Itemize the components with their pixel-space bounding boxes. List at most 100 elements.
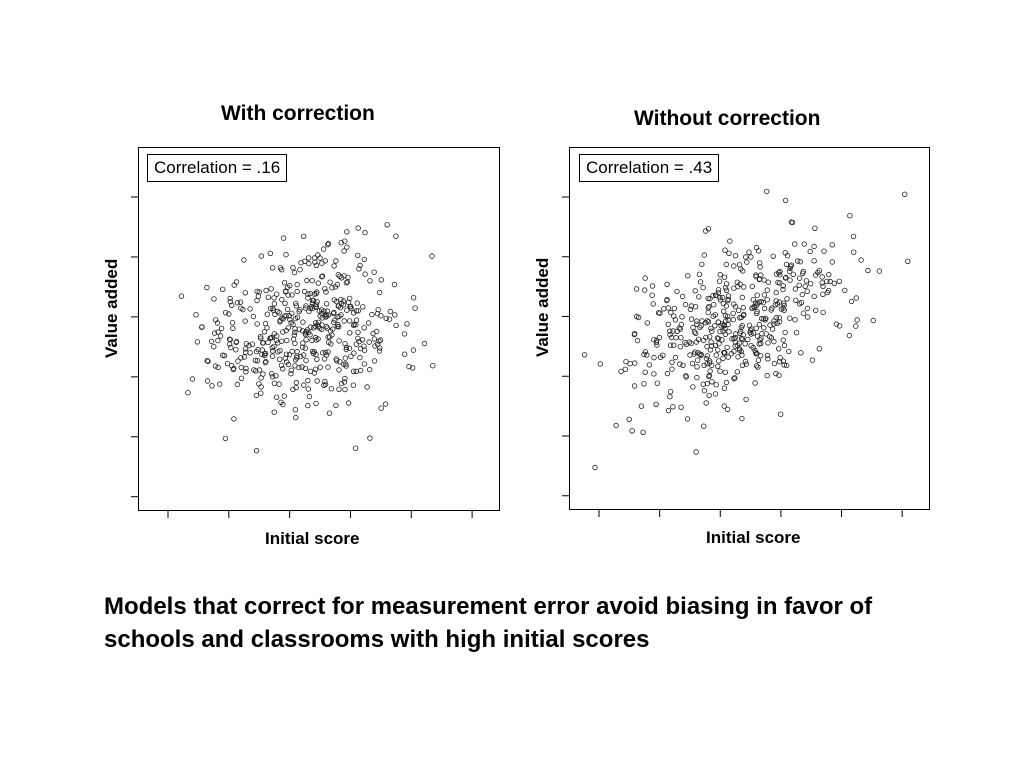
data-point-right xyxy=(724,406,731,413)
data-point-right xyxy=(709,379,715,385)
data-point-right xyxy=(748,342,754,349)
data-point-right xyxy=(638,403,645,409)
correlation-label-right: Correlation = .43 xyxy=(579,154,720,182)
data-point-left xyxy=(371,336,378,342)
data-point-left xyxy=(238,364,244,371)
data-point-left xyxy=(233,279,240,285)
data-point-right xyxy=(754,308,760,315)
data-point-right xyxy=(809,357,816,363)
data-point-right xyxy=(767,333,773,340)
data-point-left xyxy=(333,258,339,264)
data-point-left xyxy=(343,280,350,286)
data-point-left xyxy=(292,340,298,347)
data-point-right xyxy=(760,299,766,306)
data-point-right xyxy=(761,277,767,283)
data-point-right xyxy=(787,315,793,321)
data-point-right xyxy=(708,362,715,369)
data-point-left xyxy=(294,348,300,355)
data-point-left xyxy=(309,297,316,303)
data-point-right xyxy=(679,293,686,300)
data-point-right xyxy=(667,328,673,334)
data-point-left xyxy=(374,341,381,347)
data-point-left xyxy=(294,281,300,288)
data-point-right xyxy=(776,319,783,325)
data-point-left xyxy=(330,326,336,332)
data-point-right xyxy=(690,384,696,390)
data-point-right xyxy=(667,342,674,348)
data-point-left xyxy=(242,290,248,296)
data-point-right xyxy=(712,391,719,397)
data-point-right xyxy=(742,358,749,365)
data-point-left xyxy=(281,279,288,286)
data-point-left xyxy=(259,351,265,358)
data-point-left xyxy=(276,356,283,362)
data-point-right xyxy=(764,287,770,293)
data-point-right xyxy=(722,325,728,332)
data-point-left xyxy=(289,292,295,298)
data-point-right xyxy=(848,298,855,305)
data-point-right xyxy=(674,288,680,295)
data-point-right xyxy=(767,322,773,328)
data-point-right xyxy=(735,283,741,290)
data-point-right xyxy=(690,324,696,331)
data-point-right xyxy=(726,328,732,335)
data-point-right xyxy=(714,335,721,341)
data-point-right xyxy=(829,242,835,248)
data-point-right xyxy=(688,303,695,309)
data-point-left xyxy=(233,339,239,346)
data-point-left xyxy=(258,253,264,259)
data-point-right xyxy=(622,366,628,372)
data-point-left xyxy=(393,233,399,239)
data-point-right xyxy=(732,375,738,381)
data-point-left xyxy=(267,250,273,256)
data-point-left xyxy=(335,271,341,278)
data-point-right xyxy=(597,361,603,367)
data-point-left xyxy=(289,310,295,316)
data-point-left xyxy=(264,311,270,317)
data-point-right xyxy=(708,339,714,345)
data-point-right xyxy=(674,328,680,334)
data-point-left xyxy=(281,393,287,399)
data-point-left xyxy=(273,291,280,297)
data-point-left xyxy=(324,241,331,248)
data-point-right xyxy=(788,262,795,268)
data-point-right xyxy=(776,299,782,305)
data-point-right xyxy=(750,330,757,336)
data-point-left xyxy=(309,337,315,344)
data-point-right xyxy=(697,279,704,285)
data-point-left xyxy=(344,229,350,235)
data-point-left xyxy=(204,284,210,291)
data-point-right xyxy=(748,331,754,337)
data-point-right xyxy=(713,381,719,388)
data-point-right xyxy=(723,379,730,386)
data-point-left xyxy=(268,370,275,377)
data-point-right xyxy=(846,332,853,339)
data-point-right xyxy=(704,353,710,359)
data-point-right xyxy=(689,360,696,367)
data-point-right xyxy=(765,279,771,285)
data-point-left xyxy=(253,448,260,454)
data-point-left xyxy=(297,353,304,360)
data-point-left xyxy=(376,338,382,344)
data-point-right xyxy=(722,247,728,253)
data-point-left xyxy=(293,379,300,386)
data-point-right xyxy=(745,336,751,343)
data-point-left xyxy=(336,367,342,373)
data-point-left xyxy=(271,409,277,415)
data-point-left xyxy=(315,323,322,330)
data-point-right xyxy=(710,301,717,308)
data-point-left xyxy=(284,306,291,313)
data-point-left xyxy=(262,359,268,366)
data-point-right xyxy=(764,352,771,359)
data-point-right xyxy=(746,322,753,328)
data-point-right xyxy=(743,361,749,367)
data-point-left xyxy=(271,300,278,307)
data-point-right xyxy=(764,296,770,303)
data-point-right xyxy=(788,219,794,225)
data-point-left xyxy=(325,364,331,370)
data-point-left xyxy=(194,339,201,345)
data-point-right xyxy=(699,261,705,268)
plot-frame-left xyxy=(138,147,500,511)
data-point-left xyxy=(228,302,235,308)
data-point-left xyxy=(315,336,321,342)
